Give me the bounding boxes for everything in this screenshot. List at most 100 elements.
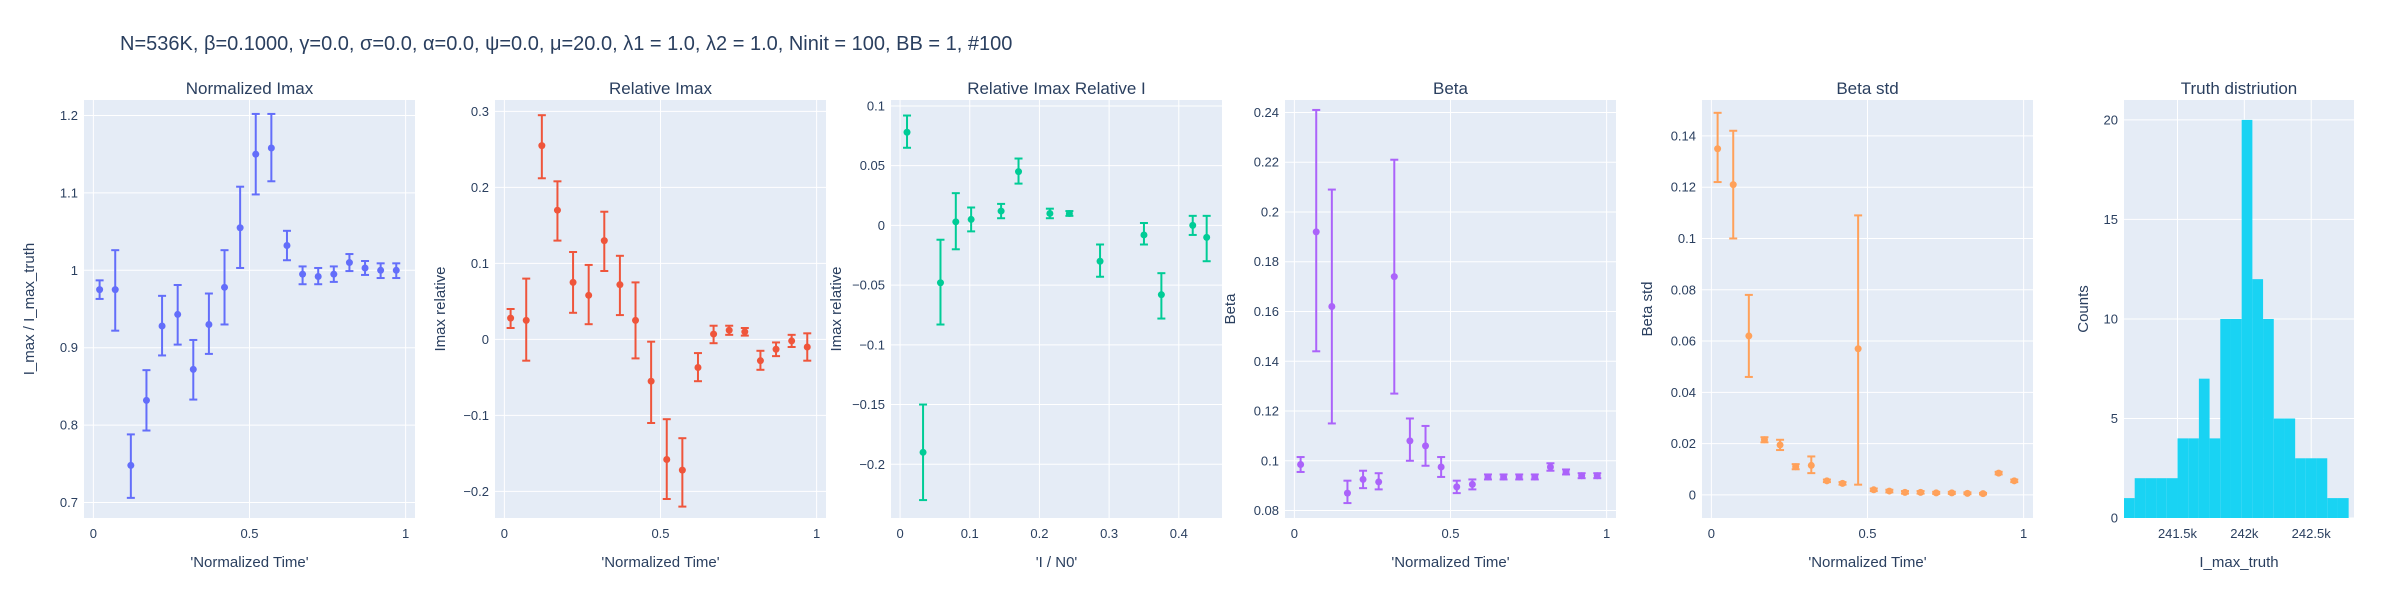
subplot-1: 0.7 0.8 0.9 1 1.1 1.2 0 0.5 1 Normalized Imax 'Nor…	[21, 79, 415, 571]
data-point	[997, 207, 1005, 215]
data-point	[1995, 469, 2003, 477]
data-point	[538, 142, 546, 150]
data-point	[189, 365, 197, 373]
data-point	[1807, 461, 1815, 469]
data-point	[127, 461, 135, 469]
data-point	[1328, 303, 1336, 311]
plot-background	[891, 100, 1222, 518]
x-tick-label: 0	[1291, 526, 1298, 541]
histogram-bar	[2273, 418, 2285, 518]
data-point	[967, 215, 975, 223]
y-tick-label: 0.05	[860, 158, 885, 173]
data-point	[1500, 473, 1508, 481]
data-point	[952, 218, 960, 226]
data-point	[361, 264, 369, 272]
data-point	[111, 286, 119, 294]
data-point	[1203, 233, 1211, 241]
x-tick-label: 0	[501, 526, 508, 541]
y-tick-label: 0	[1689, 487, 1696, 502]
data-point	[1065, 209, 1073, 217]
x-tick-label: 0.3	[1100, 526, 1118, 541]
data-point	[1714, 145, 1722, 153]
data-point	[1729, 181, 1737, 189]
y-tick-label: 0.9	[60, 340, 78, 355]
data-point	[1390, 273, 1398, 281]
data-point	[1562, 468, 1570, 476]
data-point	[1312, 228, 1320, 236]
data-point	[1453, 483, 1461, 491]
y-axis-label: Beta std	[1639, 281, 1656, 336]
data-point	[1096, 257, 1104, 265]
y-axis-label: I_max / I_max_truth	[21, 243, 38, 376]
data-point	[1854, 345, 1862, 353]
data-point	[903, 128, 911, 136]
x-tick-label: 241.5k	[2158, 526, 2198, 541]
histogram-bar	[2284, 418, 2296, 518]
x-tick-label: 1	[813, 526, 820, 541]
data-point	[1593, 472, 1601, 480]
y-tick-label: 0.12	[1254, 404, 1279, 419]
data-point	[553, 206, 561, 214]
histogram-bar	[2263, 318, 2274, 518]
y-tick-label: 0.24	[1254, 105, 1279, 120]
y-tick-label: 1.1	[60, 185, 78, 200]
data-point	[1157, 291, 1165, 299]
data-point	[616, 281, 624, 289]
data-point	[142, 396, 150, 404]
x-tick-label: 0.5	[1441, 526, 1459, 541]
x-axis-label: 'Normalized Time'	[1391, 554, 1509, 571]
data-point	[377, 266, 385, 274]
data-point	[345, 259, 353, 267]
data-point	[1015, 168, 1023, 176]
data-point	[1745, 332, 1753, 340]
subplot-title: Normalized Imax	[186, 79, 314, 98]
data-point	[330, 270, 338, 278]
data-point	[1963, 489, 1971, 497]
x-axis-label: 'Normalized Time'	[190, 554, 308, 571]
subplot-grid: 0.7 0.8 0.9 1 1.1 1.2 0 0.5 1 Normalized Imax 'Nor…	[21, 79, 2354, 571]
histogram-bar	[2252, 279, 2264, 518]
histogram-bar	[2230, 318, 2242, 518]
data-point	[1437, 463, 1445, 471]
histogram-bar	[2124, 498, 2135, 518]
histogram-bar	[2177, 438, 2189, 518]
data-point	[1760, 436, 1768, 444]
data-point	[1823, 477, 1831, 485]
y-tick-label: 0.2	[471, 180, 489, 195]
data-point	[694, 364, 702, 372]
y-tick-label: 0.06	[1671, 334, 1696, 349]
data-point	[1343, 489, 1351, 497]
data-point	[1515, 473, 1523, 481]
data-point	[1546, 463, 1554, 471]
data-point	[236, 224, 244, 232]
y-tick-label: 20	[2104, 112, 2118, 127]
data-point	[756, 357, 764, 365]
histogram-bar	[2241, 119, 2253, 519]
y-tick-label: 15	[2104, 212, 2118, 227]
y-tick-label: −0.2	[859, 457, 885, 472]
y-axis-label: Beta	[1222, 293, 1239, 325]
data-point	[1189, 221, 1197, 229]
y-tick-label: −0.2	[463, 484, 489, 499]
data-point	[585, 291, 593, 299]
data-point	[1792, 463, 1800, 471]
data-point	[919, 448, 927, 456]
subplot-4: 0.08 0.1 0.12 0.14 0.16 0.18 0.2 0.22 0.24 0 0.5 1 B…	[1222, 79, 1616, 571]
subplot-title: Relative Imax	[609, 79, 712, 98]
y-tick-label: 0	[878, 218, 885, 233]
data-point	[158, 322, 166, 330]
y-tick-label: 0.16	[1254, 304, 1279, 319]
y-tick-label: 0.2	[1261, 204, 1279, 219]
subplot-title: Truth distriution	[2181, 79, 2298, 98]
y-tick-label: 0.3	[471, 104, 489, 119]
histogram-bar	[2145, 478, 2157, 518]
data-point	[678, 466, 686, 474]
x-tick-label: 0	[1708, 526, 1715, 541]
data-point	[772, 345, 780, 353]
y-tick-label: 0.18	[1254, 254, 1279, 269]
data-point	[267, 144, 275, 152]
data-point	[1375, 478, 1383, 486]
data-point	[1979, 490, 1987, 498]
y-axis-label: Imax relative	[432, 266, 449, 351]
x-tick-label: 0.4	[1170, 526, 1188, 541]
